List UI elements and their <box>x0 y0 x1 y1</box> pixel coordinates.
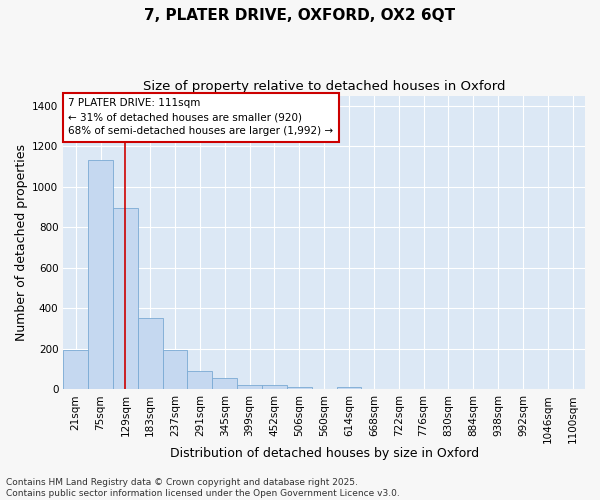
Bar <box>337 387 361 390</box>
Bar <box>63 350 88 390</box>
Bar <box>187 371 212 390</box>
X-axis label: Distribution of detached houses by size in Oxford: Distribution of detached houses by size … <box>170 447 479 460</box>
Text: Contains HM Land Registry data © Crown copyright and database right 2025.
Contai: Contains HM Land Registry data © Crown c… <box>6 478 400 498</box>
Bar <box>138 318 163 390</box>
Bar <box>287 387 312 390</box>
Bar <box>212 378 237 390</box>
Bar <box>113 208 138 390</box>
Bar <box>88 160 113 390</box>
Bar <box>163 350 187 390</box>
Text: 7 PLATER DRIVE: 111sqm
← 31% of detached houses are smaller (920)
68% of semi-de: 7 PLATER DRIVE: 111sqm ← 31% of detached… <box>68 98 334 136</box>
Text: 7, PLATER DRIVE, OXFORD, OX2 6QT: 7, PLATER DRIVE, OXFORD, OX2 6QT <box>145 8 455 22</box>
Y-axis label: Number of detached properties: Number of detached properties <box>15 144 28 341</box>
Title: Size of property relative to detached houses in Oxford: Size of property relative to detached ho… <box>143 80 505 93</box>
Bar <box>237 386 262 390</box>
Bar <box>262 386 287 390</box>
